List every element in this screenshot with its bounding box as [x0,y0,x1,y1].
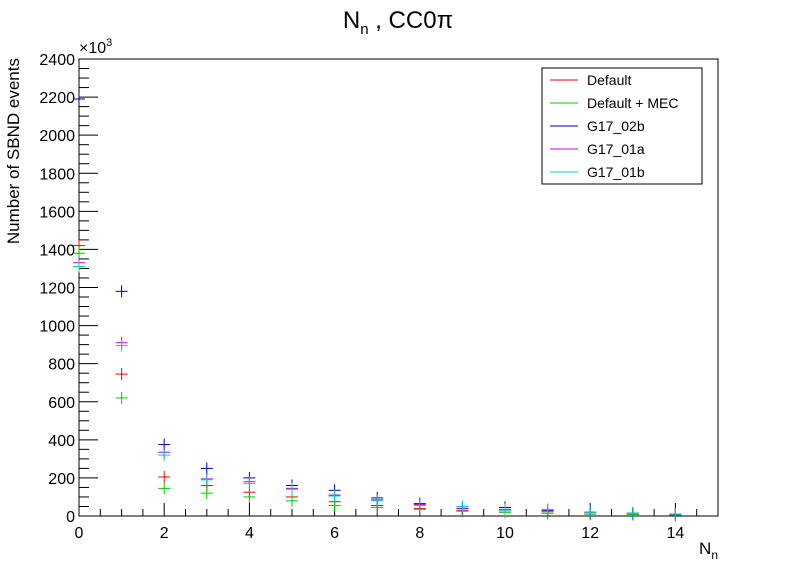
x-tick-label: 12 [581,525,599,542]
y-tick-label: 600 [48,395,75,412]
legend-label: G17_01a [587,141,645,157]
data-point [243,490,256,503]
data-point [328,490,341,503]
data-point [413,499,426,512]
x-tick-label: 4 [245,525,254,542]
data-point [243,477,256,490]
y-tick-label: 1200 [39,281,75,298]
data-point [286,483,298,496]
y-tick-label: 1600 [39,204,75,221]
series-default [73,239,682,522]
data-point [158,482,171,495]
data-point [115,391,128,404]
y-tick-label: 1400 [39,242,75,259]
y-tick-label: 200 [48,471,75,488]
legend-label: G17_02b [587,118,645,134]
series-g17-01b [73,260,682,521]
x-tick-label: 8 [415,525,424,542]
data-point [73,260,85,273]
data-point [115,285,128,298]
legend-label: Default + MEC [587,95,678,111]
data-point [200,473,213,486]
y-tick-label: 2000 [39,128,75,145]
x-axis-label: Nn [699,539,718,562]
data-point [584,506,597,519]
y-tick-label: 1000 [39,319,75,336]
data-point [456,500,469,513]
x-tick-label: 2 [160,525,169,542]
data-point [499,504,511,517]
data-point [158,449,171,462]
data-point [200,487,213,500]
x-tick-label: 6 [330,525,339,542]
y-axis-multiplier: ×103 [79,37,112,57]
legend-label: Default [587,72,631,88]
legend-label: G17_01b [587,164,645,180]
data-point [541,503,554,516]
y-tick-label: 1800 [39,166,75,183]
plot-axes: 0 2 4 6 8 10 12 14 0 200 400 600 800 1000 1200 1400 1600… [39,52,719,542]
data-point [158,470,171,483]
data-point [115,339,128,352]
x-tick-label: 10 [496,525,514,542]
chart-title: Nn , CC0π [343,7,453,38]
plot-markers [73,92,682,522]
y-tick-label: 400 [48,433,75,450]
legend: Default Default + MEC G17_02b G17_01a G17_01… [541,67,703,185]
x-tick-label: 0 [75,525,84,542]
data-point [115,368,128,381]
x-tick-label: 14 [667,525,685,542]
y-tick-label: 2200 [39,90,75,107]
y-axis-label: Number of SBND events [4,58,23,244]
y-tick-label: 2400 [39,52,75,69]
data-point [73,92,85,105]
data-point [200,462,213,475]
data-point [371,494,384,507]
y-tick-label: 800 [48,357,75,374]
data-point [286,494,298,507]
data-point [626,507,639,520]
y-tick-label: 0 [66,509,75,526]
data-point [669,508,682,521]
